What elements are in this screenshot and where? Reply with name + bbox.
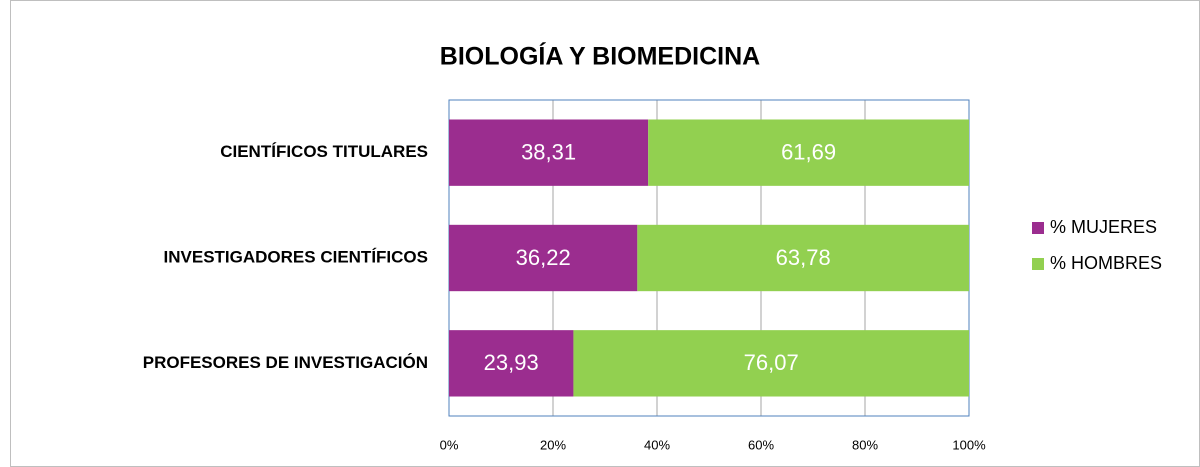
x-tick-label: 60% (748, 437, 774, 452)
x-tick-label: 80% (852, 437, 878, 452)
bar (449, 119, 649, 186)
y-tick-label: CIENTÍFICOS TITULARES (220, 142, 428, 161)
bar (449, 330, 574, 397)
legend-label: % HOMBRES (1050, 253, 1162, 273)
bar (449, 224, 638, 292)
x-tick-label: 40% (644, 437, 670, 452)
data-label: 61,69 (781, 139, 836, 164)
chart-title: BIOLOGÍA Y BIOMEDICINA (440, 42, 760, 71)
x-tick-label: 100% (952, 437, 986, 452)
data-label: 38,31 (521, 139, 576, 164)
data-label: 23,93 (484, 350, 539, 375)
x-tick-label: 20% (540, 437, 566, 452)
legend-label: % MUJERES (1050, 217, 1157, 237)
bar (637, 224, 969, 292)
data-label: 63,78 (776, 245, 831, 270)
y-tick-label: PROFESORES DE INVESTIGACIÓN (143, 353, 428, 372)
data-label: 76,07 (744, 350, 799, 375)
bar (648, 119, 969, 186)
bar (573, 330, 969, 397)
legend-swatch (1032, 222, 1044, 234)
x-tick-label: 0% (440, 437, 459, 452)
y-tick-label: INVESTIGADORES CIENTÍFICOS (164, 247, 428, 266)
legend-swatch (1032, 258, 1044, 270)
data-label: 36,22 (516, 245, 571, 270)
